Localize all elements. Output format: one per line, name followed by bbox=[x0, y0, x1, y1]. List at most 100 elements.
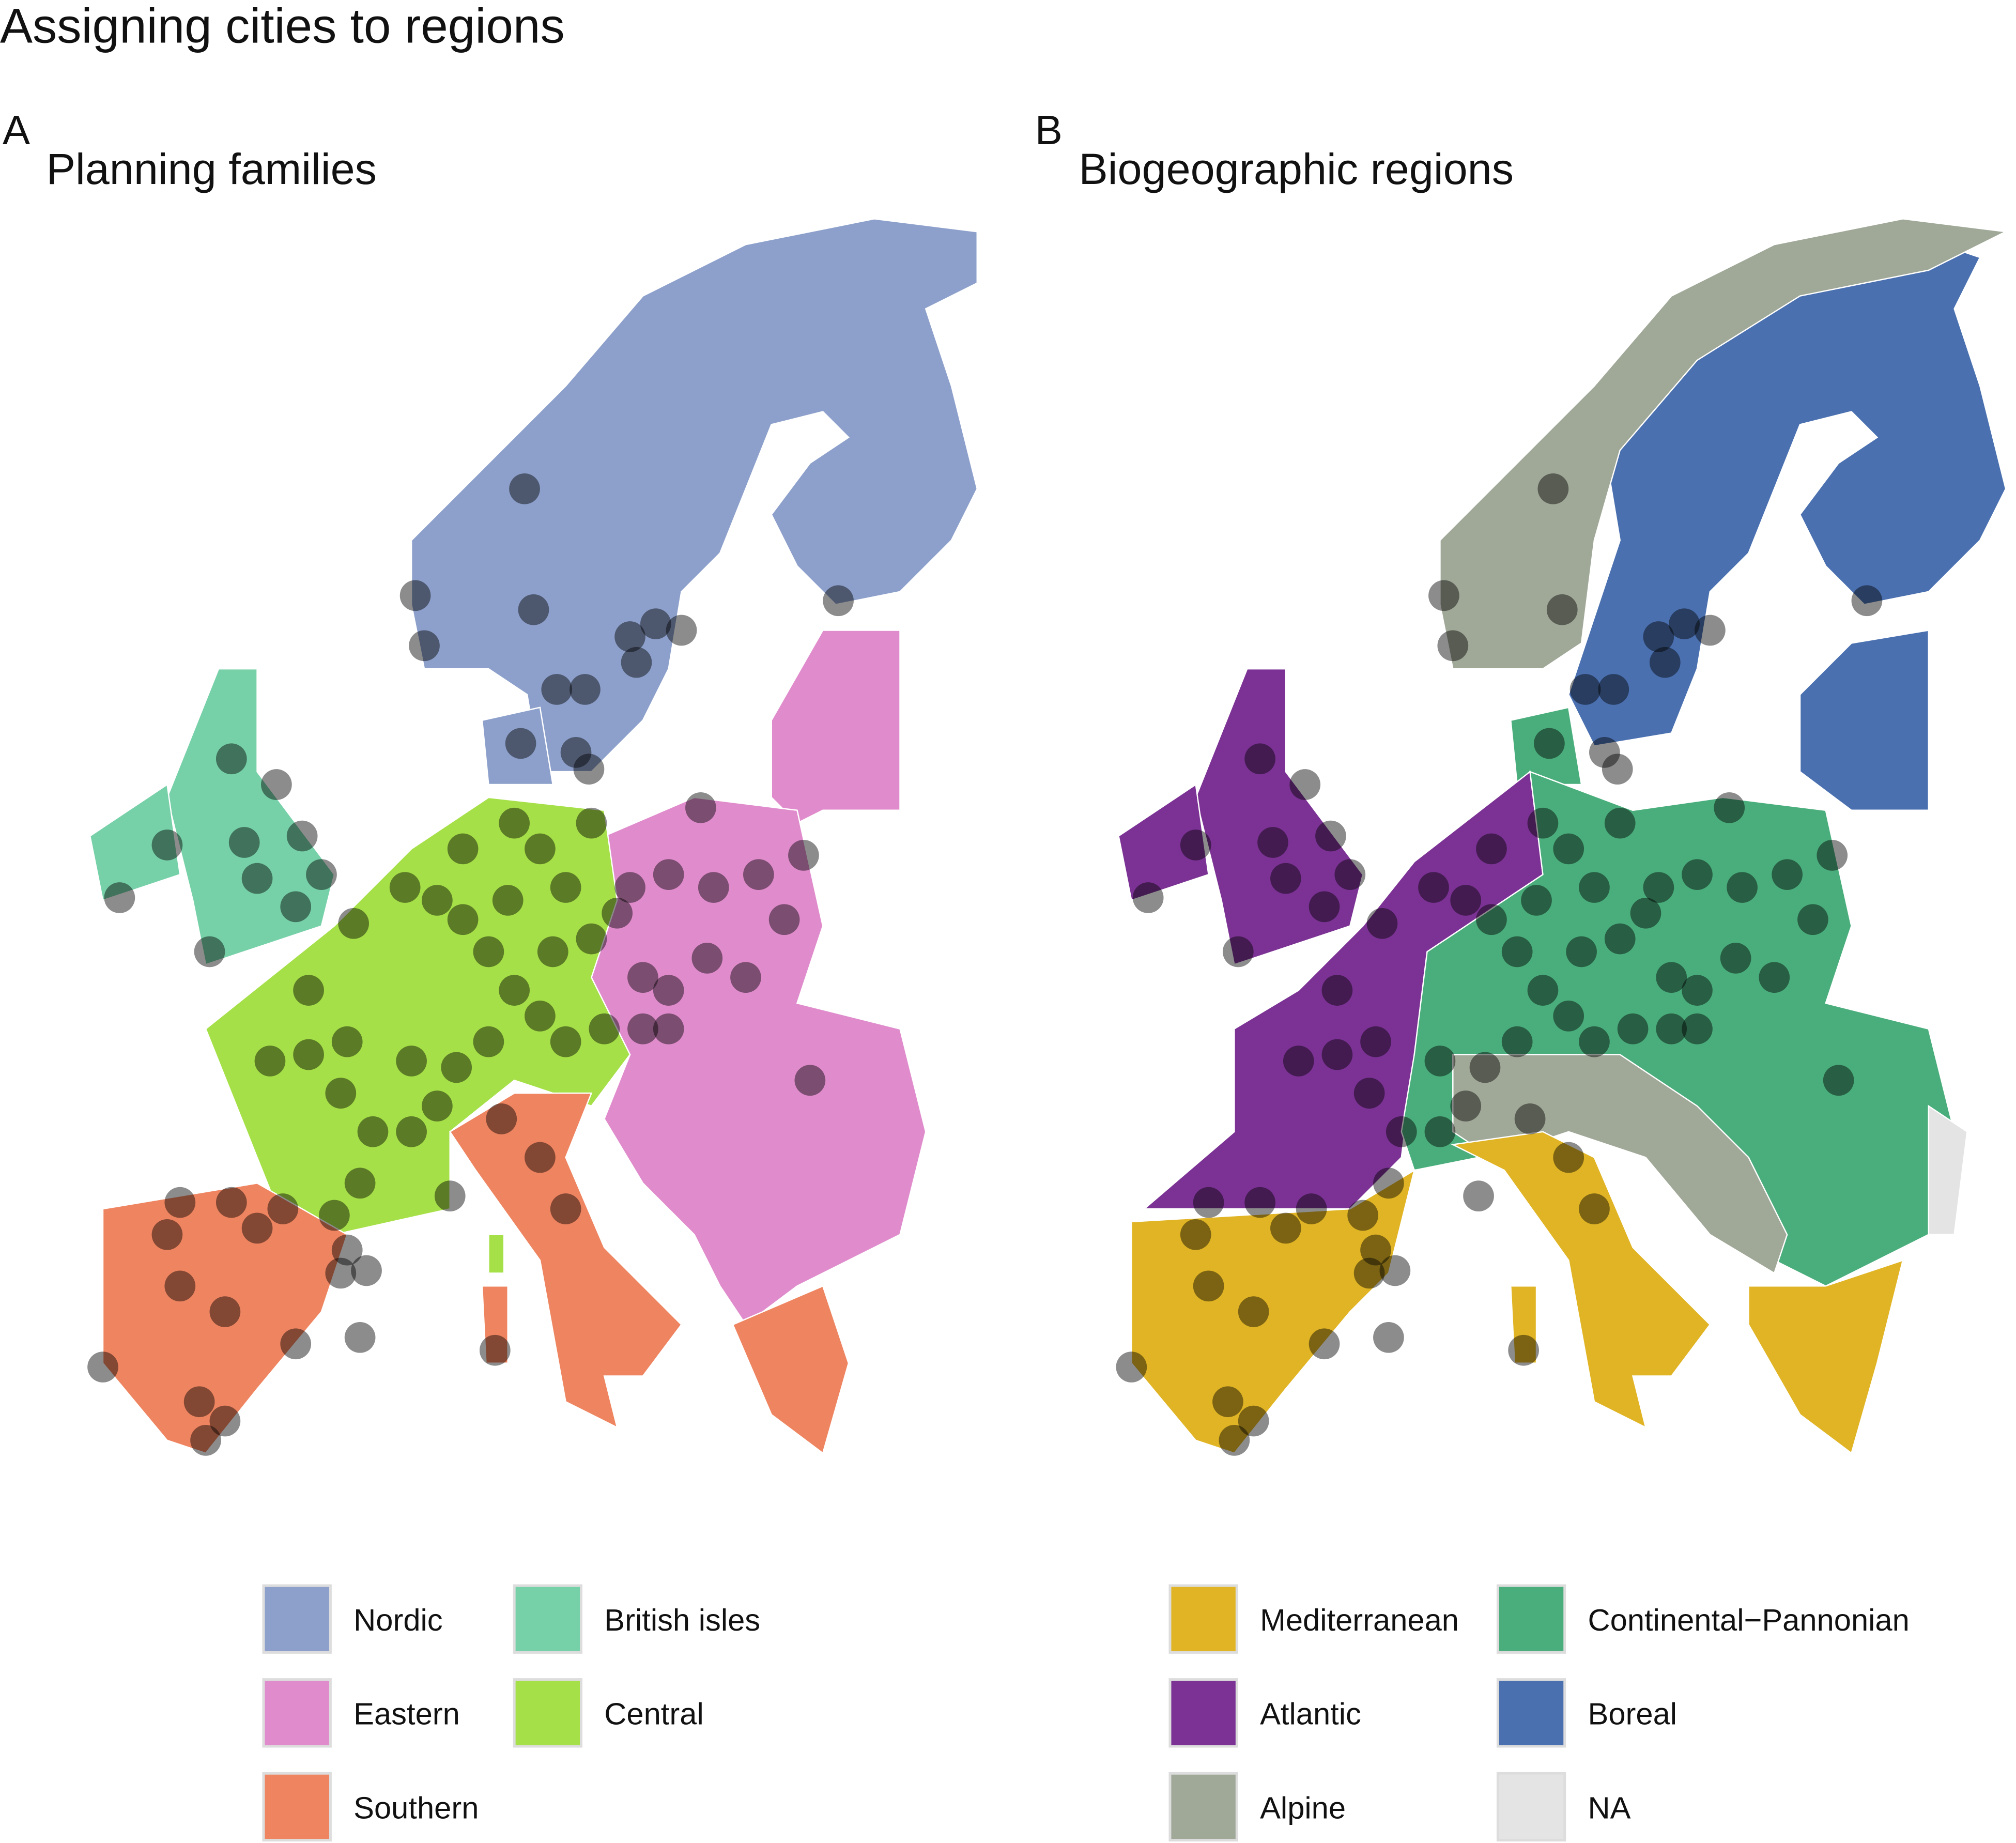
city-dot bbox=[1270, 863, 1301, 894]
region bbox=[1195, 668, 1364, 965]
legend-swatch bbox=[262, 1772, 332, 1842]
city-dot bbox=[1649, 647, 1681, 678]
city-dot bbox=[627, 1013, 658, 1045]
city-dot bbox=[1656, 1013, 1687, 1045]
legend-label: Alpine bbox=[1260, 1790, 1346, 1825]
city-dot bbox=[1321, 1039, 1353, 1070]
city-dot bbox=[1309, 891, 1340, 923]
city-dot bbox=[550, 1193, 581, 1224]
region bbox=[1510, 1285, 1537, 1364]
city-dot bbox=[1476, 904, 1507, 935]
city-dot bbox=[267, 1193, 299, 1224]
city-dot bbox=[1244, 743, 1275, 775]
city-dot bbox=[473, 1026, 504, 1057]
legend-label: Mediterranean bbox=[1260, 1603, 1459, 1637]
city-dot bbox=[541, 674, 573, 705]
city-dot bbox=[104, 882, 135, 913]
city-dot bbox=[241, 863, 273, 894]
city-dot bbox=[1450, 1091, 1482, 1122]
city-dot bbox=[1604, 923, 1636, 955]
city-dot bbox=[525, 1001, 556, 1032]
legend-label: Boreal bbox=[1588, 1697, 1678, 1731]
legend-label: Eastern bbox=[353, 1697, 460, 1731]
city-dot bbox=[1373, 1322, 1404, 1353]
legend-swatch bbox=[513, 1584, 583, 1654]
city-dot bbox=[1817, 840, 1848, 871]
city-dot bbox=[318, 1200, 350, 1231]
city-dot bbox=[1656, 962, 1687, 993]
city-dot bbox=[1695, 615, 1726, 646]
city-dot bbox=[570, 674, 601, 705]
city-dot bbox=[1360, 1234, 1391, 1266]
city-dot bbox=[621, 647, 652, 678]
region bbox=[1928, 1104, 1968, 1236]
city-dot bbox=[216, 1187, 247, 1218]
city-dot bbox=[768, 904, 800, 935]
city-dot bbox=[1360, 1026, 1391, 1057]
city-dot bbox=[1222, 936, 1254, 967]
city-dot bbox=[1180, 830, 1211, 861]
city-dot bbox=[1537, 473, 1569, 504]
legends: Nordic Eastern Southern British isles Centra… bbox=[262, 1584, 1910, 1842]
city-dot bbox=[1373, 1168, 1404, 1199]
city-dot bbox=[1309, 1328, 1340, 1360]
city-dot bbox=[509, 473, 540, 504]
region bbox=[102, 1182, 348, 1454]
city-dot bbox=[653, 1013, 684, 1045]
legend-label: NA bbox=[1588, 1790, 1631, 1825]
city-dot bbox=[1296, 1193, 1327, 1224]
legend-swatch bbox=[1168, 1584, 1238, 1654]
city-dot bbox=[241, 1212, 273, 1244]
city-dot bbox=[537, 936, 568, 967]
panel-letter: A bbox=[3, 107, 30, 153]
legend-label: Atlantic bbox=[1260, 1697, 1361, 1731]
city-dot bbox=[396, 1046, 427, 1077]
city-dot bbox=[614, 872, 645, 903]
legend-label: British isles bbox=[604, 1603, 760, 1637]
city-dot bbox=[293, 975, 324, 1006]
city-dot bbox=[1418, 872, 1449, 903]
city-dot bbox=[1347, 1200, 1379, 1231]
city-dot bbox=[293, 1039, 324, 1070]
region bbox=[166, 668, 335, 965]
city-dot bbox=[1244, 1187, 1275, 1218]
city-dot bbox=[576, 807, 607, 839]
city-dot bbox=[1238, 1405, 1269, 1437]
city-dot bbox=[409, 630, 440, 662]
legend-swatch bbox=[1168, 1772, 1238, 1842]
city-dot bbox=[518, 594, 549, 625]
city-dot bbox=[640, 608, 671, 639]
city-dot bbox=[1630, 897, 1661, 929]
panel-letter: B bbox=[1035, 107, 1063, 153]
city-dot bbox=[1424, 1046, 1456, 1077]
city-dot bbox=[486, 1103, 517, 1134]
region bbox=[1131, 1169, 1415, 1454]
region bbox=[732, 1285, 850, 1454]
city-dot bbox=[338, 908, 370, 939]
city-dot bbox=[730, 962, 761, 993]
city-dot bbox=[389, 872, 421, 903]
legend-swatch bbox=[1496, 1678, 1566, 1748]
city-dot bbox=[396, 1116, 427, 1147]
city-dot bbox=[1851, 585, 1883, 617]
city-dot bbox=[1366, 908, 1398, 939]
city-dot bbox=[209, 1296, 241, 1327]
city-dot bbox=[306, 859, 337, 890]
city-dot bbox=[151, 830, 183, 861]
city-dot bbox=[1437, 630, 1469, 662]
city-dot bbox=[151, 1219, 183, 1250]
city-dot bbox=[254, 1046, 286, 1077]
city-dot bbox=[1566, 936, 1597, 967]
city-dot bbox=[228, 827, 260, 858]
city-dot bbox=[1682, 859, 1713, 890]
city-dot bbox=[1238, 1296, 1269, 1327]
city-dot bbox=[1553, 1001, 1584, 1032]
map-a bbox=[87, 218, 978, 1456]
region bbox=[771, 629, 901, 824]
city-dot bbox=[1527, 975, 1559, 1006]
city-dot bbox=[351, 1255, 382, 1286]
city-dot bbox=[1553, 1142, 1584, 1173]
city-dot bbox=[216, 743, 247, 775]
legend-swatch bbox=[1496, 1772, 1566, 1842]
city-dot bbox=[1604, 807, 1636, 839]
